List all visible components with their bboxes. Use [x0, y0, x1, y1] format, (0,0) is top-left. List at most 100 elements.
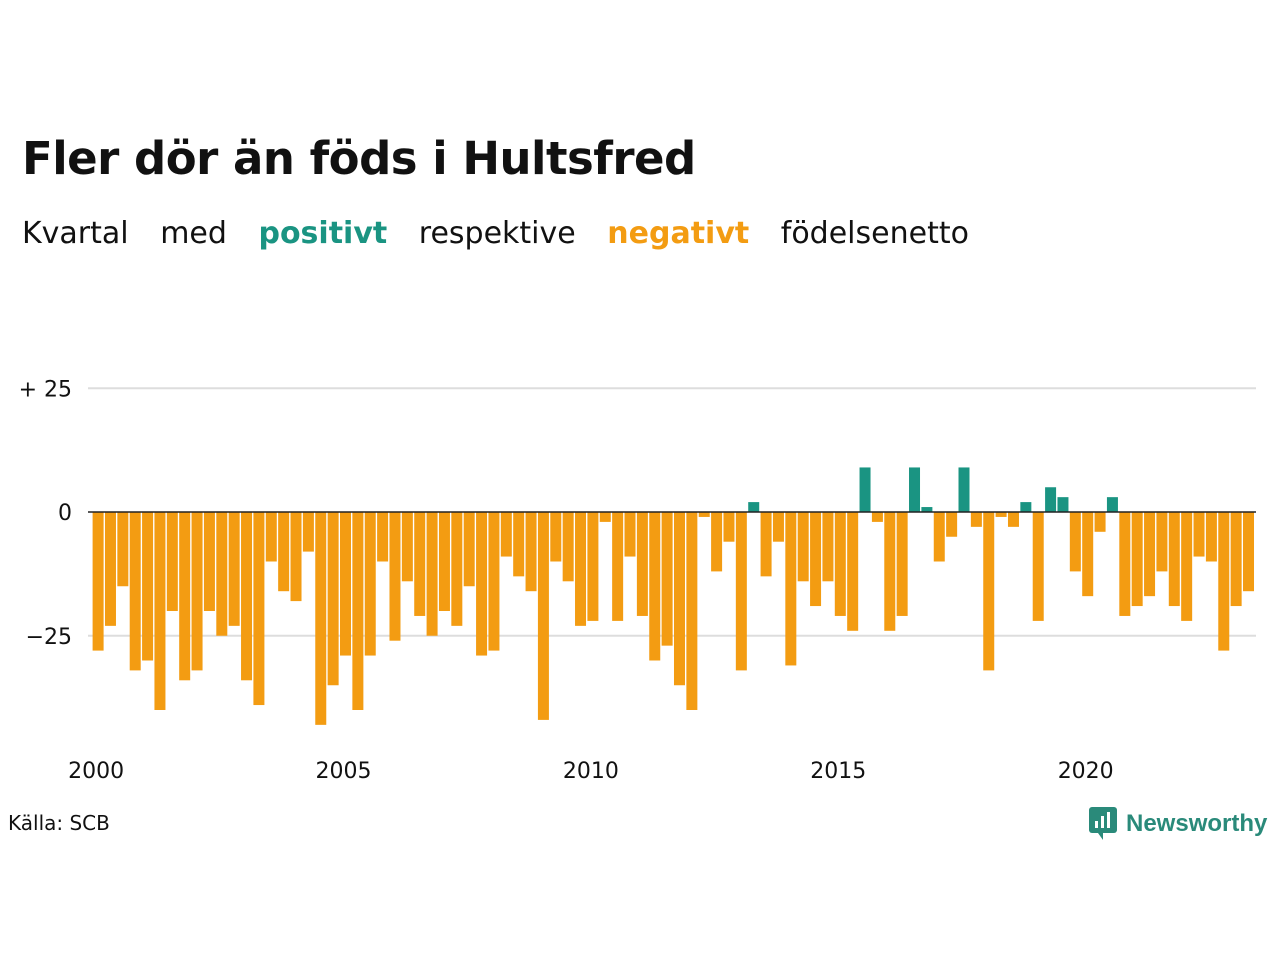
subtitle-word-kvartal: Kvartal — [22, 216, 129, 251]
bar-negative — [1205, 512, 1217, 562]
bar-positive — [1045, 487, 1057, 512]
x-tick-label: 2000 — [68, 759, 124, 784]
bar-negative — [414, 512, 426, 616]
bar-negative — [1230, 512, 1242, 607]
bar-negative — [537, 512, 549, 720]
bar-negative — [1168, 512, 1180, 607]
bar-negative — [612, 512, 624, 621]
bar-negative — [1193, 512, 1205, 557]
bar-negative — [1144, 512, 1156, 597]
bar-negative — [1069, 512, 1081, 572]
bar-negative — [290, 512, 302, 602]
bar-negative — [377, 512, 389, 562]
bar-negative — [438, 512, 450, 611]
bar-negative — [1156, 512, 1168, 572]
bar-negative — [513, 512, 525, 577]
bar-negative — [278, 512, 290, 592]
bar-negative — [562, 512, 574, 582]
bar-negative — [847, 512, 859, 631]
bar-negative — [203, 512, 215, 611]
bar-negative — [1131, 512, 1143, 607]
bar-negative — [995, 512, 1007, 517]
bar-negative — [599, 512, 611, 522]
y-tick-label: + 25 — [19, 377, 72, 402]
bar-positive — [1020, 502, 1032, 512]
bar-negative — [946, 512, 958, 537]
bar-negative — [661, 512, 673, 646]
bar-negative — [191, 512, 203, 671]
bar-negative — [550, 512, 562, 562]
bar-negative — [315, 512, 327, 725]
bar-negative — [426, 512, 438, 636]
bar-negative — [624, 512, 636, 557]
bar-negative — [92, 512, 104, 651]
bar-positive — [748, 502, 760, 512]
bar-positive — [859, 467, 871, 512]
bar-negative — [587, 512, 599, 621]
bar-negative — [735, 512, 747, 671]
x-tick-label: 2020 — [1058, 759, 1114, 784]
x-tick-label: 2010 — [563, 759, 619, 784]
bar-positive — [1106, 497, 1118, 512]
bar-negative — [340, 512, 351, 656]
newsworthy-logo-icon — [1089, 807, 1117, 840]
bar-negative — [1032, 512, 1044, 621]
bar-negative — [673, 512, 685, 686]
bar-negative — [401, 512, 413, 582]
bar-negative — [1007, 512, 1019, 527]
bar-negative — [364, 512, 376, 656]
x-tick-label: 2005 — [316, 759, 372, 784]
logo-text: Newsworthy — [1126, 810, 1268, 837]
bar-negative — [179, 512, 191, 681]
bar-negative — [933, 512, 945, 562]
bar-negative — [698, 512, 710, 517]
subtitle-word-fodelsenetto: födelsenetto — [780, 216, 969, 251]
chart-subtitle: Kvartal med positivt respektive negativt… — [22, 216, 991, 251]
bar-negative — [228, 512, 240, 626]
bar-negative — [810, 512, 822, 607]
bar-negative — [216, 512, 228, 636]
subtitle-negative-label: negativt — [607, 216, 750, 251]
bar-negative — [797, 512, 809, 582]
bar-negative — [575, 512, 587, 626]
bar-positive — [1057, 497, 1069, 512]
bar-negative — [871, 512, 883, 522]
bar-negative — [785, 512, 797, 666]
bar-negative — [117, 512, 129, 587]
bar-negative — [970, 512, 982, 527]
bar-negative — [649, 512, 661, 661]
y-tick-label: 0 — [58, 501, 72, 526]
bar-negative — [154, 512, 166, 710]
bar-negative — [1218, 512, 1230, 651]
bar-negative — [711, 512, 723, 572]
bar-negative — [686, 512, 698, 710]
bar-negative — [451, 512, 463, 626]
bar-negative — [129, 512, 141, 671]
bar-negative — [983, 512, 995, 671]
bar-negative — [265, 512, 277, 562]
bar-positive — [921, 507, 933, 512]
bar-negative — [488, 512, 500, 651]
source-note: Källa: SCB — [8, 811, 110, 835]
bar-negative — [1082, 512, 1094, 597]
bar-negative — [476, 512, 488, 656]
bar-negative — [500, 512, 512, 557]
subtitle-word-med: med — [160, 216, 227, 251]
bar-negative — [1094, 512, 1106, 532]
bar-negative — [1119, 512, 1131, 616]
newsworthy-logo: Newsworthy — [1088, 804, 1267, 844]
bar-negative — [822, 512, 834, 582]
bar-negative — [1243, 512, 1255, 592]
subtitle-word-respektive: respektive — [418, 216, 576, 251]
bar-negative — [772, 512, 784, 542]
bar-negative — [636, 512, 648, 616]
bar-negative — [463, 512, 475, 587]
bar-negative — [760, 512, 772, 577]
bar-chart: + 25 0 −25 2000 2005 2010 2015 2020 — [19, 377, 1256, 784]
bar-negative — [352, 512, 364, 710]
chart-title: Fler dör än föds i Hultsfred — [22, 132, 696, 185]
bar-negative — [253, 512, 265, 706]
subtitle-positive-label: positivt — [258, 216, 388, 251]
x-tick-label: 2015 — [810, 759, 866, 784]
bar-negative — [104, 512, 116, 626]
